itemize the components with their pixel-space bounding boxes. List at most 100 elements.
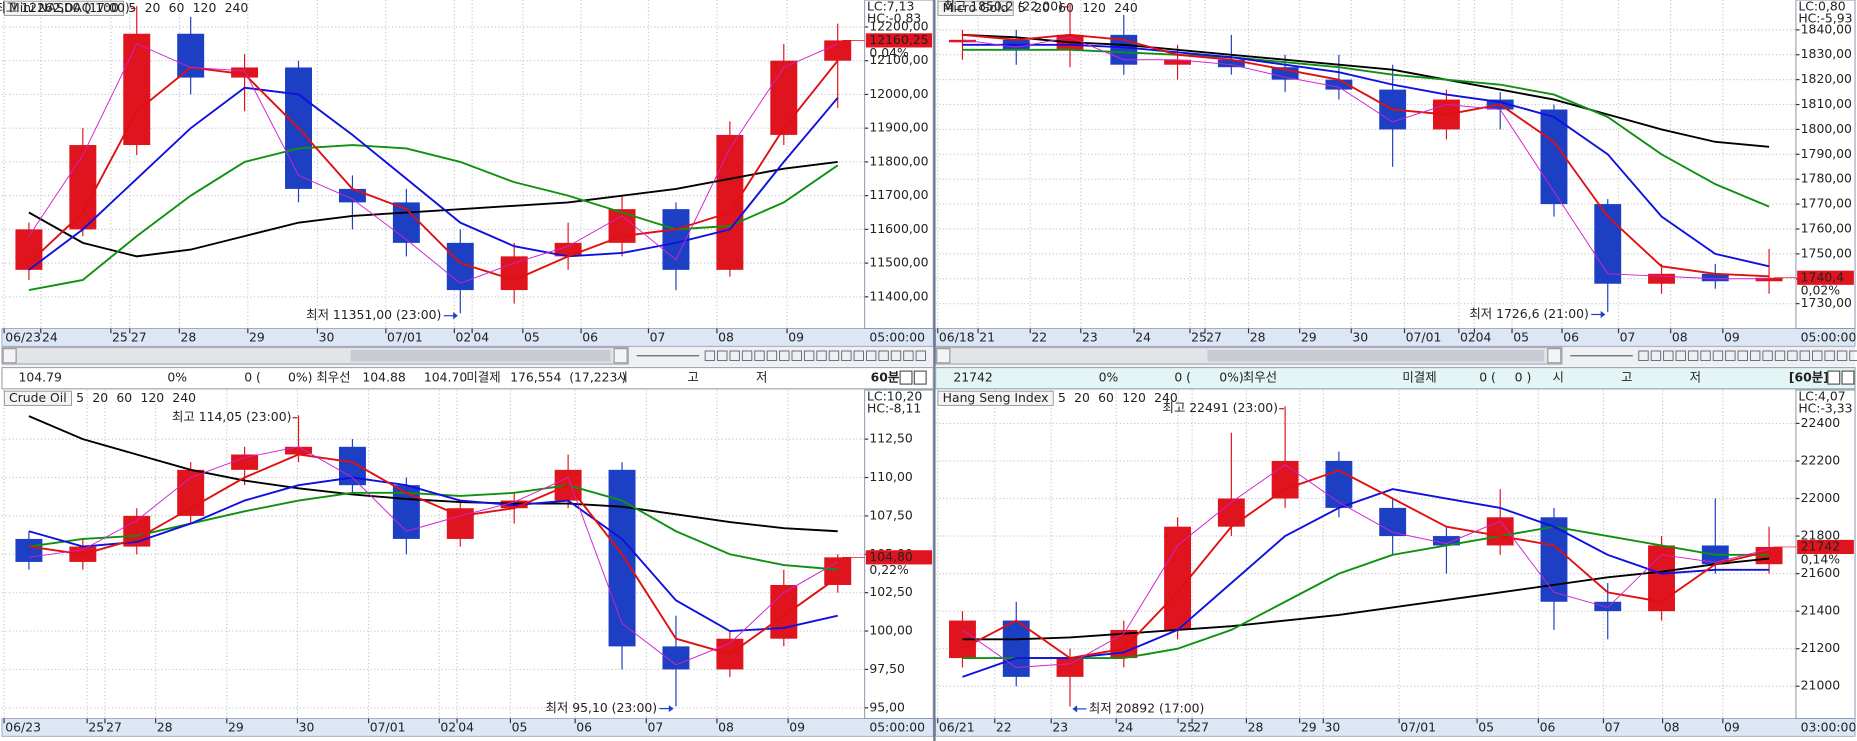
tool-icon [741, 350, 753, 361]
candle-body [500, 256, 528, 291]
high-annotation: 최고 12262,00 (17:00) [0, 0, 130, 15]
candle-body [1486, 517, 1514, 546]
x-tick-label: 25 [88, 719, 104, 734]
info-cell: 0 ( [1174, 370, 1191, 385]
tool-icon [704, 350, 716, 361]
candles [949, 406, 1783, 707]
tool-icon [1700, 350, 1711, 361]
tool-icon [1663, 350, 1674, 361]
info-cell: 21742 [953, 370, 992, 385]
candle-body [177, 33, 205, 78]
y-tick-label: 12100,00 [869, 52, 928, 67]
y-tick-label: 11900,00 [869, 120, 928, 135]
candle-body [1379, 507, 1407, 537]
x-tick-label: 27 [106, 719, 122, 734]
tool-icon [1712, 350, 1724, 361]
y-tick-label: 110,00 [869, 469, 912, 484]
info-cell: 최우선 [1243, 370, 1277, 385]
y-tick-label: 1780,00 [1801, 171, 1852, 186]
info-cell: 시 [1553, 370, 1564, 385]
x-tick-label: 29 [1301, 329, 1317, 344]
y-tick-label: 1800,00 [1801, 121, 1852, 136]
x-tick-label: 29 [249, 329, 265, 344]
x-tick-label: 06 [576, 719, 592, 734]
window-button[interactable] [1827, 370, 1841, 385]
low-annotation: 최저 95,10 (23:00) [546, 700, 658, 715]
high-annotation: 최고 1850,2 (22:00) [944, 0, 1063, 13]
y-tick-label: 1770,00 [1801, 196, 1852, 211]
ma-line [962, 36, 1770, 280]
scroll-thumb[interactable] [350, 349, 611, 362]
x-tick-label: 25 [112, 329, 128, 344]
candle-body [662, 646, 690, 670]
y-tick-label: 1750,00 [1801, 245, 1852, 260]
x-tick-label: 07/01 [1400, 719, 1436, 734]
y-tick-label: 1730,00 [1801, 295, 1852, 310]
lc-label: LC:10,20 [867, 389, 922, 404]
legend-entry: 20 [92, 390, 108, 405]
x-tick-label: 30 [1352, 329, 1368, 344]
window-button[interactable] [1841, 370, 1855, 385]
x-tick-label: 06/23 [5, 329, 41, 344]
x-tick-label: 04 [1476, 329, 1492, 344]
y-tick-label: 11800,00 [869, 153, 928, 168]
tool-icon [803, 350, 815, 361]
scroll-rows [1, 345, 1856, 367]
tool-icon [766, 350, 778, 361]
tool-icon [779, 350, 790, 361]
tool-icon [1849, 350, 1857, 361]
tool-icon [890, 350, 902, 361]
candle-body [1325, 460, 1353, 508]
x-tick-label: 08 [718, 329, 734, 344]
tool-icon [1824, 350, 1835, 361]
candle-body [1540, 109, 1568, 205]
x-tick-label: 07 [647, 719, 663, 734]
toolbar-icons [636, 350, 1857, 361]
candle-body [1002, 620, 1030, 677]
x-tick-label: 06 [582, 329, 598, 344]
info-cell: 고 [1621, 370, 1632, 385]
x-tick-label: 06/18 [939, 329, 975, 344]
info-cell: 0% [1099, 370, 1119, 385]
info-bar [935, 366, 1856, 390]
tool-icon [828, 350, 840, 361]
info-cell: 미결제 [466, 370, 500, 385]
scroll-thumb[interactable] [1207, 349, 1545, 362]
scroll-left[interactable] [936, 348, 951, 364]
tool-icon [878, 350, 889, 361]
candles [15, 6, 852, 314]
window-button[interactable] [899, 370, 913, 385]
ma-line [28, 160, 838, 258]
x-tick-label: 08 [1672, 329, 1688, 344]
y-tick-label: 21600 [1801, 565, 1841, 580]
scroll-left[interactable] [2, 348, 17, 364]
tool-icon [1762, 350, 1773, 361]
last-price-box [1797, 539, 1854, 555]
lc-label: LC:0,80 [1798, 0, 1845, 14]
info-cell: 0% [167, 370, 187, 385]
info-bar [1, 366, 934, 390]
y-tick-label: 21000 [1801, 678, 1841, 693]
scroll-right[interactable] [613, 348, 628, 364]
y-tick-label: 11400,00 [869, 288, 928, 303]
x-tick-label: 06 [1540, 719, 1556, 734]
last-change: 0,22% [869, 562, 909, 577]
info-cell: 0 ) [1515, 370, 1532, 385]
last-price: 104,80 [869, 549, 912, 564]
y-tick-label: 1820,00 [1801, 71, 1852, 86]
x-tick-label: 22 [1031, 329, 1047, 344]
scroll-right[interactable] [1547, 348, 1562, 364]
window-button[interactable] [913, 370, 927, 385]
candle-body [338, 188, 366, 203]
x-tick-label: 06/23 [5, 719, 41, 734]
chart-title: Hang Seng Index [943, 390, 1049, 405]
legend-entry: 240 [1154, 390, 1178, 405]
x-tick-label: 02 [440, 719, 456, 734]
lc-label: LC:4,07 [1798, 389, 1845, 404]
tool-icon [1687, 350, 1699, 361]
ma-line [28, 60, 839, 281]
x-tick-label: 09 [1724, 719, 1740, 734]
tool-icon [1725, 350, 1736, 361]
info-cell: 0 ( [244, 370, 261, 385]
y-tick-label: 12000,00 [869, 86, 928, 101]
